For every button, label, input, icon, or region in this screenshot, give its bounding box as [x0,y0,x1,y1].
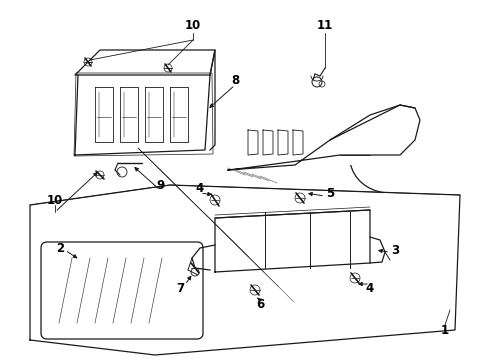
Text: 8: 8 [231,73,239,86]
Text: 3: 3 [391,243,399,257]
Text: 10: 10 [47,194,63,207]
Text: 10: 10 [185,18,201,32]
Text: 6: 6 [256,298,264,311]
Text: 9: 9 [156,179,164,192]
Text: 2: 2 [56,242,64,255]
Text: 4: 4 [366,282,374,294]
Text: 1: 1 [441,324,449,337]
Text: 5: 5 [326,186,334,199]
Text: 4: 4 [196,181,204,194]
Text: 11: 11 [317,18,333,32]
Text: 7: 7 [176,282,184,294]
